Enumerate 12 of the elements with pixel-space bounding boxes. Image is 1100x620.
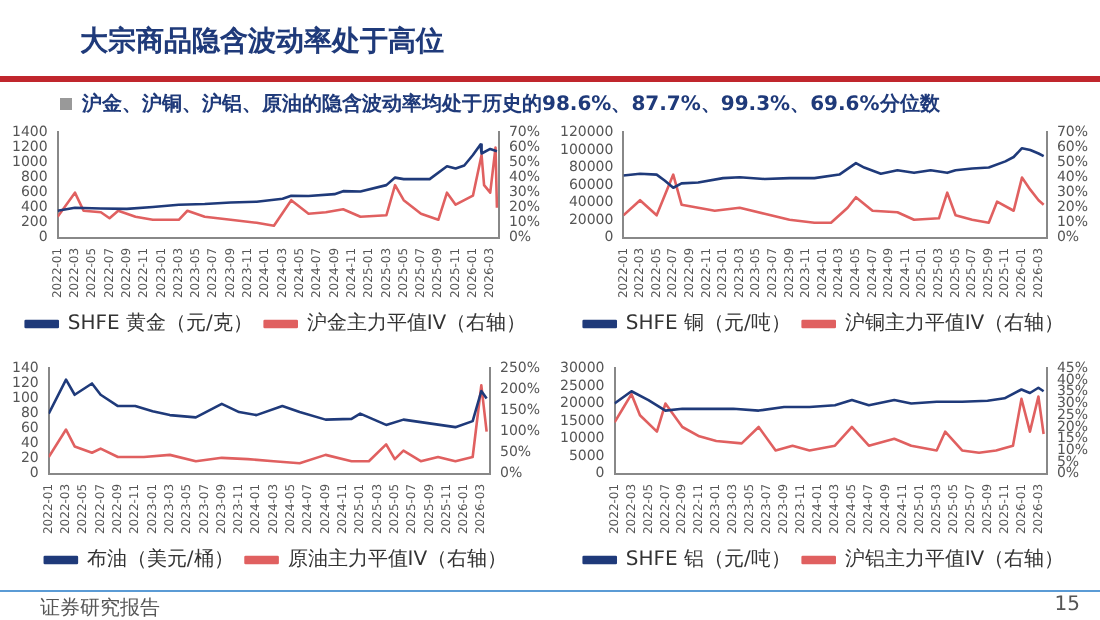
legend-label: SHFE 铝（元/吨） bbox=[625, 547, 791, 572]
legend-label: 沪金主力平值IV（右轴） bbox=[306, 311, 527, 336]
legend-label: 布油（美元/桶） bbox=[86, 547, 234, 572]
text: 沪金、沪铜、沪铝、原油的隐含波动率均处于历史的98.6%、87.7%、99.3%、69.6%分位数 bbox=[82, 90, 940, 118]
legend-label: SHFE 铜（元/吨） bbox=[625, 311, 791, 336]
legend-label: 沪铝主力平值IV（右轴） bbox=[844, 547, 1065, 572]
text: 大宗商品隐含波动率处于高位 bbox=[80, 24, 444, 60]
text: 证券研究报告 bbox=[40, 595, 160, 620]
legend-label: 沪铜主力平值IV（右轴） bbox=[844, 311, 1065, 336]
text: 15 bbox=[1054, 594, 1080, 616]
legend-label: SHFE 黄金（元/克） bbox=[67, 311, 253, 336]
legend-label: 原油主力平值IV（右轴） bbox=[287, 547, 508, 572]
